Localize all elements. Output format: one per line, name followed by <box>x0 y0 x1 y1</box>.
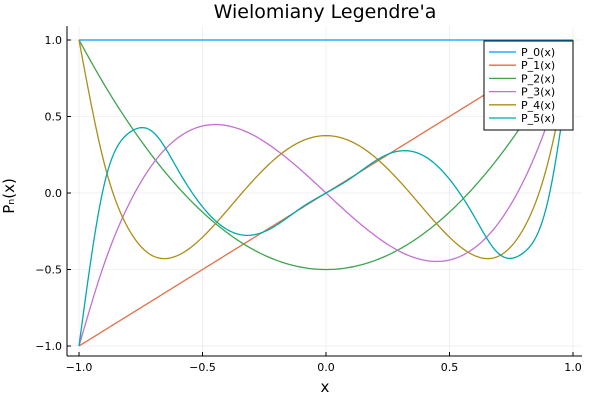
chart-title: Wielomiany Legendre'a <box>214 1 437 23</box>
x-tick-label-0: −1.0 <box>66 361 93 374</box>
legend-label-3: P_3(x) <box>521 86 555 99</box>
x-tick-label-1: −0.5 <box>189 361 216 374</box>
legend-label-4: P_4(x) <box>521 99 555 112</box>
axes: −1.0 −0.5 0.0 0.5 1.0 −1.0 −0.5 0.0 0.5 1.0 <box>35 26 582 374</box>
x-axis-label: x <box>321 378 330 396</box>
x-tick-label-2: 0.0 <box>317 361 335 374</box>
legend: P_0(x)P_1(x)P_2(x)P_3(x)P_4(x)P_5(x) <box>483 40 574 131</box>
legend-label-5: P_5(x) <box>521 112 555 125</box>
y-axis-label: Pₙ(x) <box>0 178 18 214</box>
legend-label-1: P_1(x) <box>521 59 555 72</box>
x-tick-label-3: 0.5 <box>441 361 459 374</box>
series-line-4 <box>78 39 574 260</box>
series-line-2 <box>78 39 574 271</box>
y-tick-label-3: 0.5 <box>45 111 63 124</box>
y-tick-label-2: 0.0 <box>45 187 63 200</box>
x-tick-label-4: 1.0 <box>564 361 582 374</box>
legend-label-2: P_2(x) <box>521 72 555 85</box>
y-tick-label-4: 1.0 <box>45 34 63 47</box>
series-line-5 <box>78 39 574 347</box>
y-tick-label-0: −1.0 <box>35 340 62 353</box>
legend-label-0: P_0(x) <box>521 46 555 59</box>
y-tick-label-1: −0.5 <box>35 264 62 277</box>
legend-box <box>483 40 574 131</box>
